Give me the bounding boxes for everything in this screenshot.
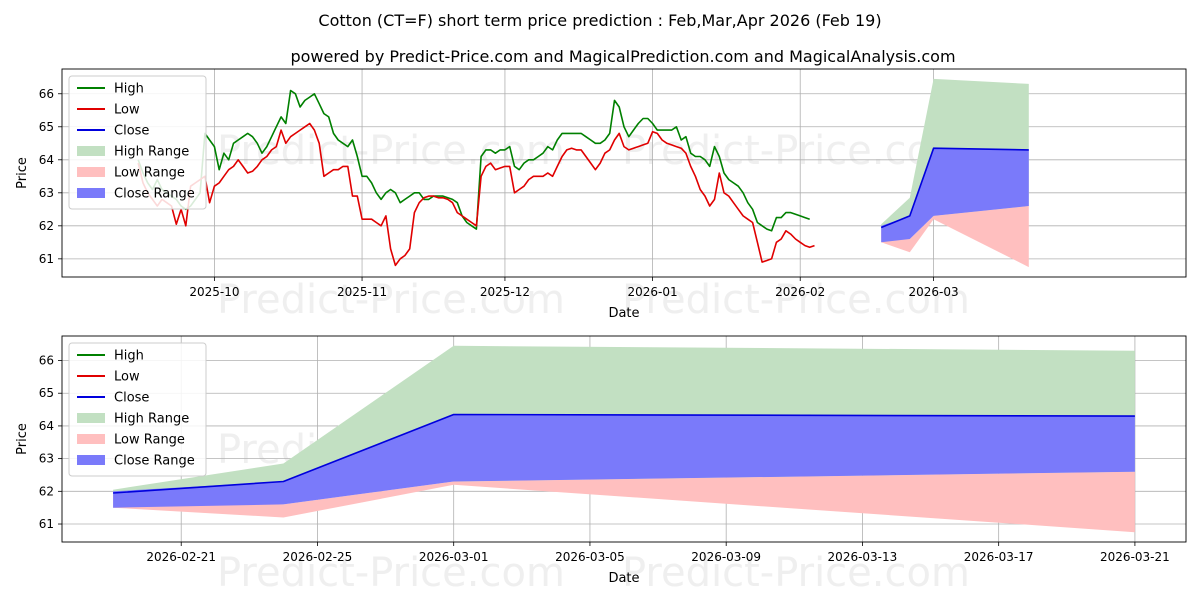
- close-series-line: [113, 413, 1135, 494]
- x-tick-label: 2026-03-13: [828, 550, 898, 564]
- x-tick-label: 2025-11: [337, 285, 387, 299]
- x-tick-label: 2026-03: [909, 285, 959, 299]
- x-tick-label: 2026-03-05: [555, 550, 625, 564]
- legend-swatch: [77, 413, 105, 423]
- legend-label: Close Range: [114, 187, 195, 202]
- legend-label: Low: [114, 103, 140, 118]
- legend-swatch: [77, 146, 105, 156]
- legend-swatch: [77, 455, 105, 465]
- legend-label: Low Range: [114, 166, 185, 181]
- legend-swatch: [77, 434, 105, 444]
- y-tick-label: 62: [39, 219, 54, 233]
- legend: High Low Close High Range Low Range Close Ran…: [68, 342, 207, 477]
- legend-swatch: [77, 188, 105, 198]
- close-range-band: [113, 414, 1135, 508]
- close-series-line: [880, 147, 1029, 229]
- low-range-band: [113, 471, 1135, 533]
- low-range-band: [881, 206, 1029, 268]
- x-tick-label: 2026-03-17: [964, 550, 1034, 564]
- legend-swatch: [77, 167, 105, 177]
- x-tick-label: 2025-12: [480, 285, 530, 299]
- x-tick-label: 2026-02-21: [146, 550, 216, 564]
- y-tick-label: 64: [39, 419, 54, 433]
- y-tick-label: 66: [39, 354, 54, 368]
- x-tick-label: 2026-03-01: [419, 550, 489, 564]
- y-tick-label: 61: [39, 517, 54, 531]
- watermark-text: Predict-Price.com: [217, 277, 565, 323]
- legend-label: Low Range: [114, 433, 185, 448]
- x-tick-label: 2026-02: [775, 285, 825, 299]
- legend: High Low Close High Range Low Range Close Ran…: [68, 75, 207, 210]
- bottom-chart-panel: Predict-Price.comPredict-Price.comPredic…: [15, 335, 1187, 596]
- top-chart-panel: Predict-Price.com Predict-Price.com Predic…: [15, 68, 1187, 323]
- legend-label: High: [114, 349, 144, 364]
- y-tick-label: 65: [39, 386, 54, 400]
- y-axis-label: Price: [15, 423, 30, 455]
- y-tick-label: 61: [39, 252, 54, 266]
- low-series-line: [137, 122, 815, 267]
- y-axis-label: Price: [15, 157, 30, 189]
- legend-label: Low: [114, 370, 140, 385]
- y-tick-label: 65: [39, 120, 54, 134]
- y-tick-label: 63: [39, 186, 54, 200]
- legend-label: High Range: [114, 145, 189, 160]
- chart-title: Cotton (CT=F) short term price predictio…: [318, 11, 881, 30]
- y-tick-label: 64: [39, 153, 54, 167]
- legend-label: Close Range: [114, 454, 195, 469]
- plot-frame: [61, 335, 1187, 543]
- plot-frame: [61, 68, 1187, 278]
- x-axis-label: Date: [608, 306, 639, 321]
- high-series-line: [137, 89, 810, 232]
- legend-label: High Range: [114, 412, 189, 427]
- x-axis-label: Date: [608, 571, 639, 586]
- x-tick-label: 2026-01: [628, 285, 678, 299]
- chart-subtitle: powered by Predict-Price.com and Magical…: [290, 47, 955, 66]
- legend-label: High: [114, 82, 144, 97]
- watermark-text: Predict-Price.com: [217, 128, 565, 174]
- x-tick-label: 2025-10: [189, 285, 239, 299]
- y-tick-label: 62: [39, 484, 54, 498]
- legend-label: Close: [114, 391, 149, 406]
- watermark-text: Predict-Price.com: [622, 277, 970, 323]
- x-tick-label: 2026-03-21: [1100, 550, 1170, 564]
- y-tick-label: 63: [39, 452, 54, 466]
- x-tick-label: 2026-02-25: [283, 550, 353, 564]
- watermark-text: Predict-Price.com: [622, 550, 970, 596]
- watermark-text: Predict-Price.com: [217, 550, 565, 596]
- x-tick-label: 2026-03-09: [691, 550, 761, 564]
- y-tick-label: 66: [39, 87, 54, 101]
- legend-label: Close: [114, 124, 149, 139]
- close-range-band: [881, 148, 1029, 243]
